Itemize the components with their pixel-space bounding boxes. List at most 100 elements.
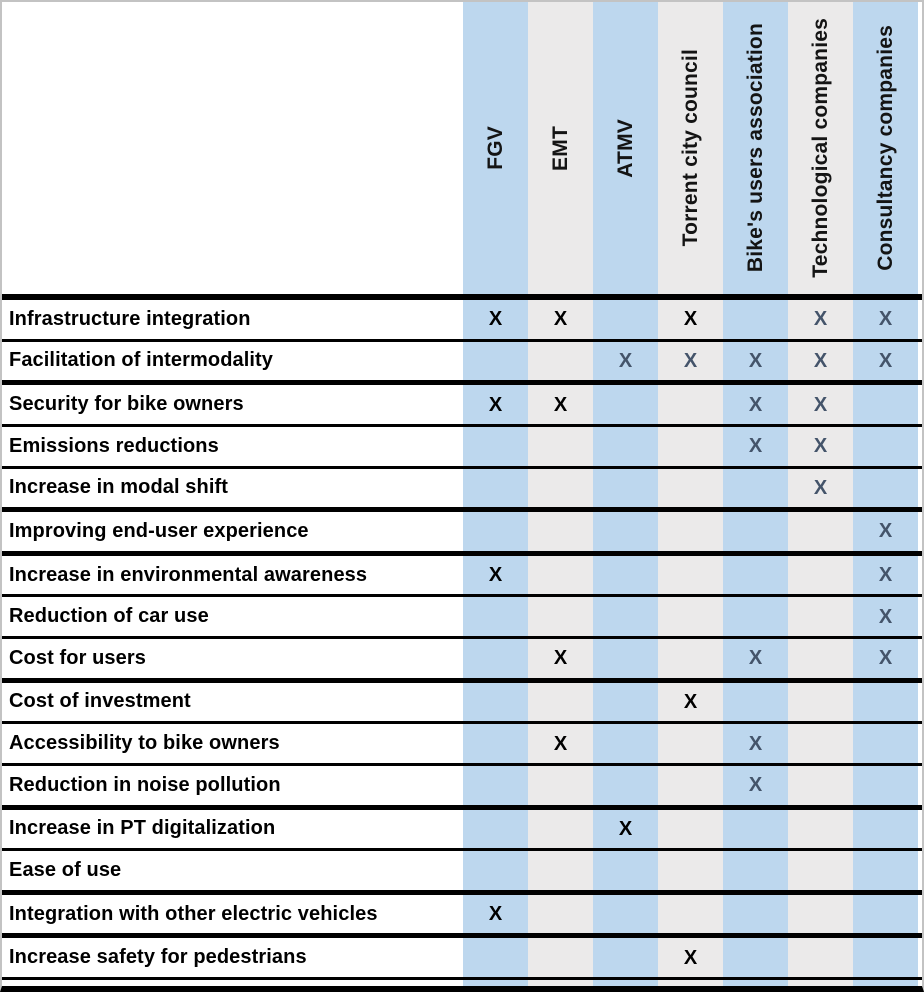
- matrix-cell: [853, 682, 918, 722]
- x-mark-light: X: [748, 647, 763, 670]
- matrix-cell: X: [658, 300, 723, 339]
- x-mark-light: X: [748, 774, 763, 797]
- matrix-cell: X: [528, 639, 593, 678]
- matrix-cell: [593, 938, 658, 977]
- matrix-cell: [593, 512, 658, 551]
- matrix-cell: [593, 724, 658, 763]
- table-row-security-for-bike-owners: Security for bike owners X X X X: [2, 385, 922, 427]
- matrix-cell: [528, 851, 593, 890]
- matrix-cell: [528, 426, 593, 466]
- matrix-cell: [463, 426, 528, 466]
- x-mark-strong: X: [683, 690, 698, 713]
- matrix-cell: X: [723, 341, 788, 381]
- matrix-cell: [853, 765, 918, 805]
- matrix-cell: [853, 938, 918, 977]
- matrix-cell: [788, 765, 853, 805]
- column-header-consultancy-companies: Consultancy companies: [853, 2, 918, 294]
- matrix-cell: [853, 851, 918, 890]
- row-label-cell: Security for bike owners: [2, 385, 463, 424]
- matrix-cell: X: [853, 639, 918, 678]
- x-mark-light: X: [878, 647, 893, 670]
- x-mark-light: X: [878, 605, 893, 628]
- table-row-ease-of-use: Ease of use: [2, 851, 922, 895]
- x-mark-light: X: [748, 435, 763, 458]
- matrix-cell: [593, 597, 658, 636]
- matrix-cell: X: [853, 512, 918, 551]
- matrix-cell: [463, 851, 528, 890]
- row-label: Facilitation of intermodality: [9, 349, 274, 372]
- matrix-cell: [463, 682, 528, 722]
- x-mark-light: X: [748, 393, 763, 416]
- row-label-cell: Reduction in noise pollution: [2, 765, 463, 805]
- matrix-cell: X: [658, 341, 723, 381]
- matrix-cell: [593, 765, 658, 805]
- matrix-cell: [528, 809, 593, 849]
- matrix-cell: [658, 851, 723, 890]
- matrix-cell: [593, 300, 658, 339]
- row-label: Accessibility to bike owners: [9, 732, 280, 755]
- matrix-cell: [788, 682, 853, 722]
- matrix-cell: [788, 639, 853, 678]
- table-row-increase-in-modal-shift: Increase in modal shift X: [2, 468, 922, 513]
- matrix-cell: X: [528, 300, 593, 339]
- matrix-cell: [788, 938, 853, 977]
- matrix-cell: [788, 894, 853, 934]
- row-label: Increase in modal shift: [9, 476, 229, 499]
- row-label: Security for bike owners: [9, 393, 244, 416]
- matrix-cell: [788, 597, 853, 636]
- matrix-cell: X: [788, 468, 853, 508]
- x-mark-light: X: [813, 435, 828, 458]
- table-row-cost-of-investment: Cost of investment X: [2, 682, 922, 725]
- matrix-cell: X: [463, 555, 528, 595]
- matrix-cell: [528, 512, 593, 551]
- matrix-cell: X: [528, 385, 593, 424]
- x-mark-light: X: [813, 476, 828, 499]
- matrix-cell: [593, 385, 658, 424]
- row-label-cell: Cost of investment: [2, 682, 463, 722]
- x-mark-light: X: [878, 520, 893, 543]
- table-row-increase-safety-for-pedestrians: Increase safety for pedestrians X: [2, 938, 922, 980]
- table-row-cost-for-users: Cost for users X X X: [2, 639, 922, 683]
- column-header-bike-s-users-association: Bike's users association: [723, 2, 788, 294]
- matrix-cell: X: [853, 341, 918, 381]
- matrix-cell: [723, 938, 788, 977]
- x-mark-strong: X: [553, 647, 568, 670]
- x-mark-strong: X: [488, 903, 503, 926]
- column-header-label: Consultancy companies: [873, 25, 897, 271]
- matrix-cell: [593, 555, 658, 595]
- bottom-gap-cell: [853, 980, 918, 986]
- matrix-cell: X: [593, 341, 658, 381]
- x-mark-light: X: [878, 564, 893, 587]
- column-header-row: FGV EMT ATMV Torrent city council Bike's use…: [2, 2, 922, 300]
- matrix-cell: [853, 724, 918, 763]
- matrix-cell: [658, 894, 723, 934]
- row-label: Emissions reductions: [9, 434, 219, 457]
- bottom-gap-cell: [528, 980, 593, 986]
- matrix-cell: [788, 724, 853, 763]
- x-mark-strong: X: [553, 732, 568, 755]
- matrix-cell: X: [788, 385, 853, 424]
- matrix-cell: [463, 809, 528, 849]
- x-mark-light: X: [813, 393, 828, 416]
- row-label-cell: Cost for users: [2, 639, 463, 678]
- matrix-cell: [463, 765, 528, 805]
- row-label-cell: Increase safety for pedestrians: [2, 938, 463, 977]
- matrix-cell: [723, 468, 788, 508]
- matrix-cell: X: [788, 300, 853, 339]
- row-label-cell: Integration with other electric vehicles: [2, 894, 463, 934]
- x-mark-strong: X: [683, 946, 698, 969]
- matrix-cell: X: [593, 809, 658, 849]
- bottom-gap-cell: [788, 980, 853, 986]
- matrix-cell: [463, 724, 528, 763]
- x-mark-light: X: [748, 349, 763, 372]
- table-row-reduction-of-car-use: Reduction of car use X: [2, 597, 922, 639]
- row-label: Increase in environmental awareness: [9, 563, 368, 586]
- matrix-cell: [788, 809, 853, 849]
- x-mark-light: X: [878, 349, 893, 372]
- bottom-gap-cell: [463, 980, 528, 986]
- table-row-infrastructure-integration: Infrastructure integration X X X X X: [2, 300, 922, 342]
- row-label-cell: Reduction of car use: [2, 597, 463, 636]
- matrix-cell: [528, 765, 593, 805]
- matrix-cell: [853, 385, 918, 424]
